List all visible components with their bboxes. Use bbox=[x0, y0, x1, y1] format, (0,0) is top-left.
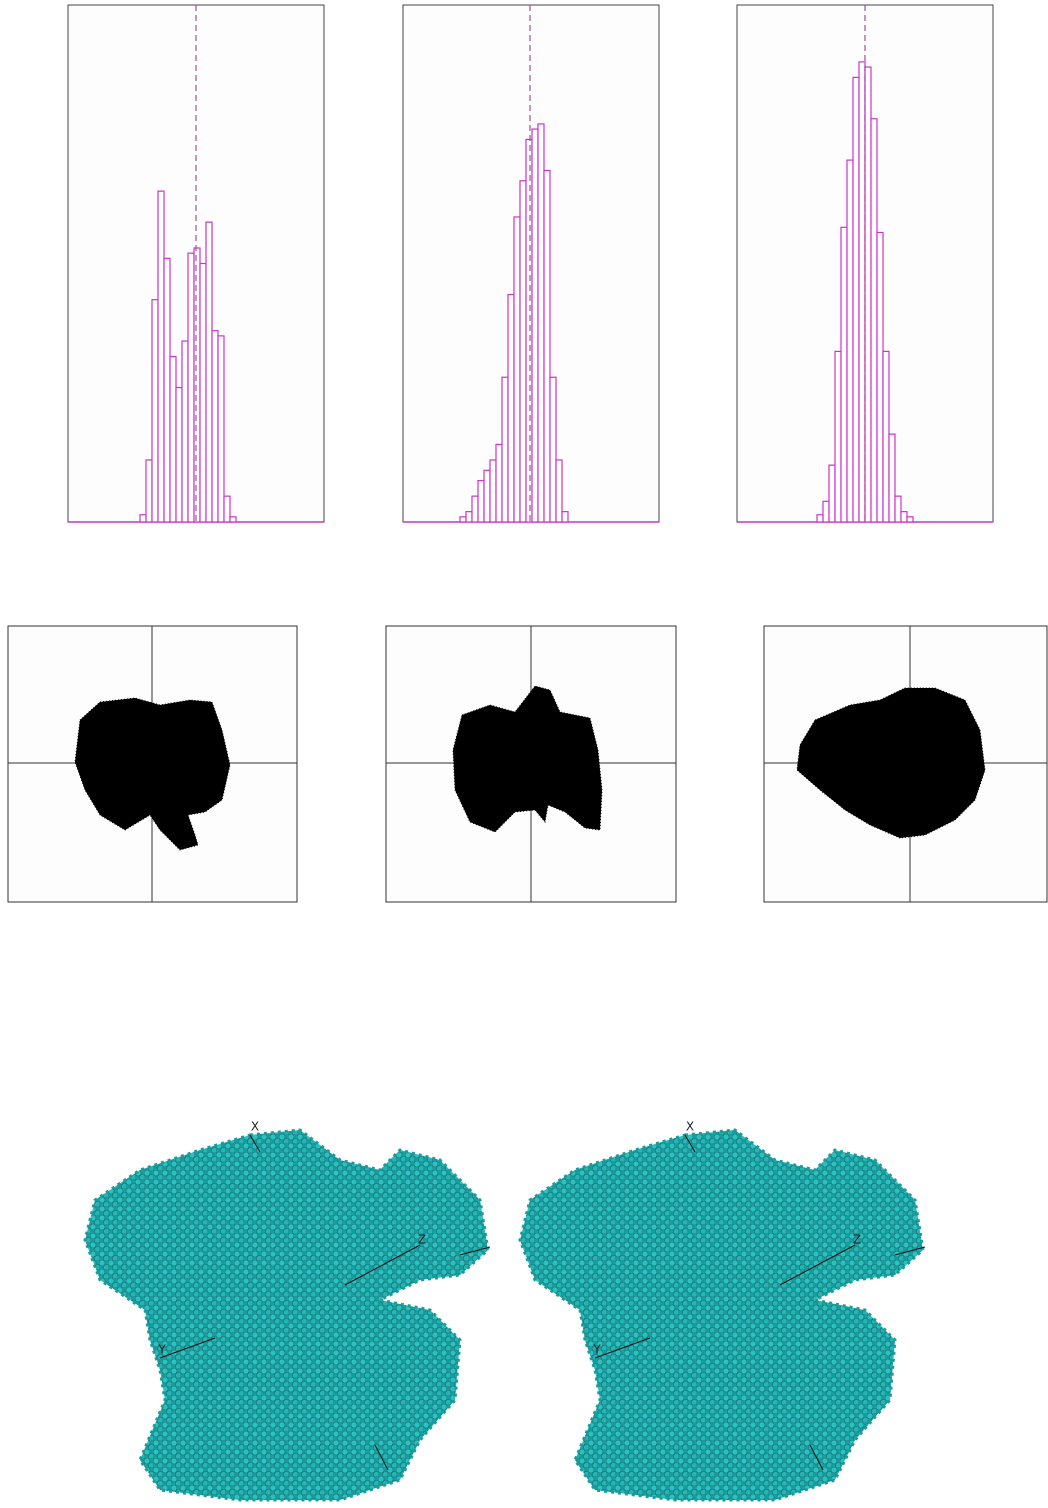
histogram-panel bbox=[67, 4, 994, 523]
histogram-bar bbox=[205, 221, 213, 523]
histogram-bar bbox=[507, 293, 515, 523]
axis-line bbox=[159, 1337, 216, 1359]
histogram-bar bbox=[549, 376, 557, 523]
histogram-bar bbox=[459, 516, 467, 523]
histogram-bar bbox=[193, 247, 201, 523]
histogram-bar bbox=[531, 128, 539, 523]
histogram-bar bbox=[555, 459, 563, 523]
molecule-cloud bbox=[83, 1128, 490, 1502]
histogram-bar bbox=[543, 169, 551, 523]
axis-line bbox=[374, 1444, 389, 1471]
histogram-bar bbox=[828, 464, 836, 523]
histogram-bar bbox=[513, 216, 521, 523]
histogram-bar bbox=[495, 443, 503, 523]
axis-label: Y bbox=[592, 1343, 601, 1357]
histogram-bar bbox=[157, 190, 165, 523]
histogram-bar bbox=[477, 480, 485, 523]
histogram-bar bbox=[816, 514, 824, 523]
axis-line bbox=[894, 1246, 926, 1256]
histogram-bar bbox=[139, 514, 147, 523]
histogram-bar bbox=[471, 495, 479, 523]
axis-label: X bbox=[251, 1120, 259, 1134]
histogram-bar bbox=[223, 495, 231, 523]
histogram-bar bbox=[870, 118, 878, 523]
scatter-cloud bbox=[74, 697, 231, 851]
axis-label: X bbox=[686, 1120, 694, 1134]
axis-label: Y bbox=[157, 1343, 166, 1357]
histogram-bar bbox=[163, 257, 171, 523]
axis-line bbox=[344, 1244, 421, 1286]
histogram-bar bbox=[489, 459, 497, 523]
histogram-bar bbox=[858, 61, 866, 523]
scatter-panels bbox=[7, 625, 1048, 903]
histogram-bar bbox=[187, 252, 195, 523]
axis-line bbox=[594, 1337, 651, 1359]
stereo-views: X Y Z X Y Z bbox=[83, 1120, 926, 1502]
histogram-bar bbox=[525, 138, 533, 523]
histogram-bar bbox=[151, 299, 159, 523]
histogram-bar bbox=[561, 511, 569, 523]
stereo-view: X Y Z bbox=[83, 1120, 491, 1502]
axis-line bbox=[459, 1246, 491, 1256]
histogram-bar bbox=[519, 180, 527, 523]
scatter-cloud bbox=[796, 687, 986, 839]
histogram-bar bbox=[199, 262, 207, 523]
axis-line bbox=[684, 1134, 696, 1153]
axis-label: Z bbox=[418, 1233, 426, 1247]
histogram-bar bbox=[834, 350, 842, 523]
histogram-bar bbox=[906, 516, 914, 523]
histogram-bar bbox=[864, 66, 872, 523]
histogram-bar bbox=[900, 511, 908, 523]
histogram-bar bbox=[217, 335, 225, 523]
axis-line bbox=[809, 1444, 824, 1471]
scatter-cloud bbox=[452, 685, 603, 833]
stereo-view: X Y Z bbox=[518, 1120, 926, 1502]
histogram-bar bbox=[465, 511, 473, 523]
histogram-bar bbox=[894, 495, 902, 523]
histogram-bar bbox=[888, 433, 896, 523]
histogram-bar bbox=[501, 376, 509, 523]
histogram-bar bbox=[145, 459, 153, 523]
histogram-bar bbox=[181, 340, 189, 523]
histogram-bar bbox=[846, 159, 854, 523]
histogram-bar bbox=[840, 226, 848, 523]
histogram-bar bbox=[169, 355, 177, 523]
histogram-bar bbox=[822, 500, 830, 523]
axis-line bbox=[249, 1134, 261, 1153]
axis-label: Z bbox=[853, 1233, 861, 1247]
histogram-bar bbox=[882, 350, 890, 523]
histogram-bar bbox=[537, 123, 545, 523]
molecule-cloud bbox=[518, 1128, 925, 1502]
histogram-bar bbox=[852, 76, 860, 523]
axis-line bbox=[779, 1244, 856, 1286]
histogram-bar bbox=[876, 231, 884, 523]
histogram-bar bbox=[175, 386, 183, 523]
histogram-bar bbox=[229, 516, 237, 523]
histogram-bar bbox=[483, 469, 491, 523]
histogram-bar bbox=[211, 330, 219, 523]
